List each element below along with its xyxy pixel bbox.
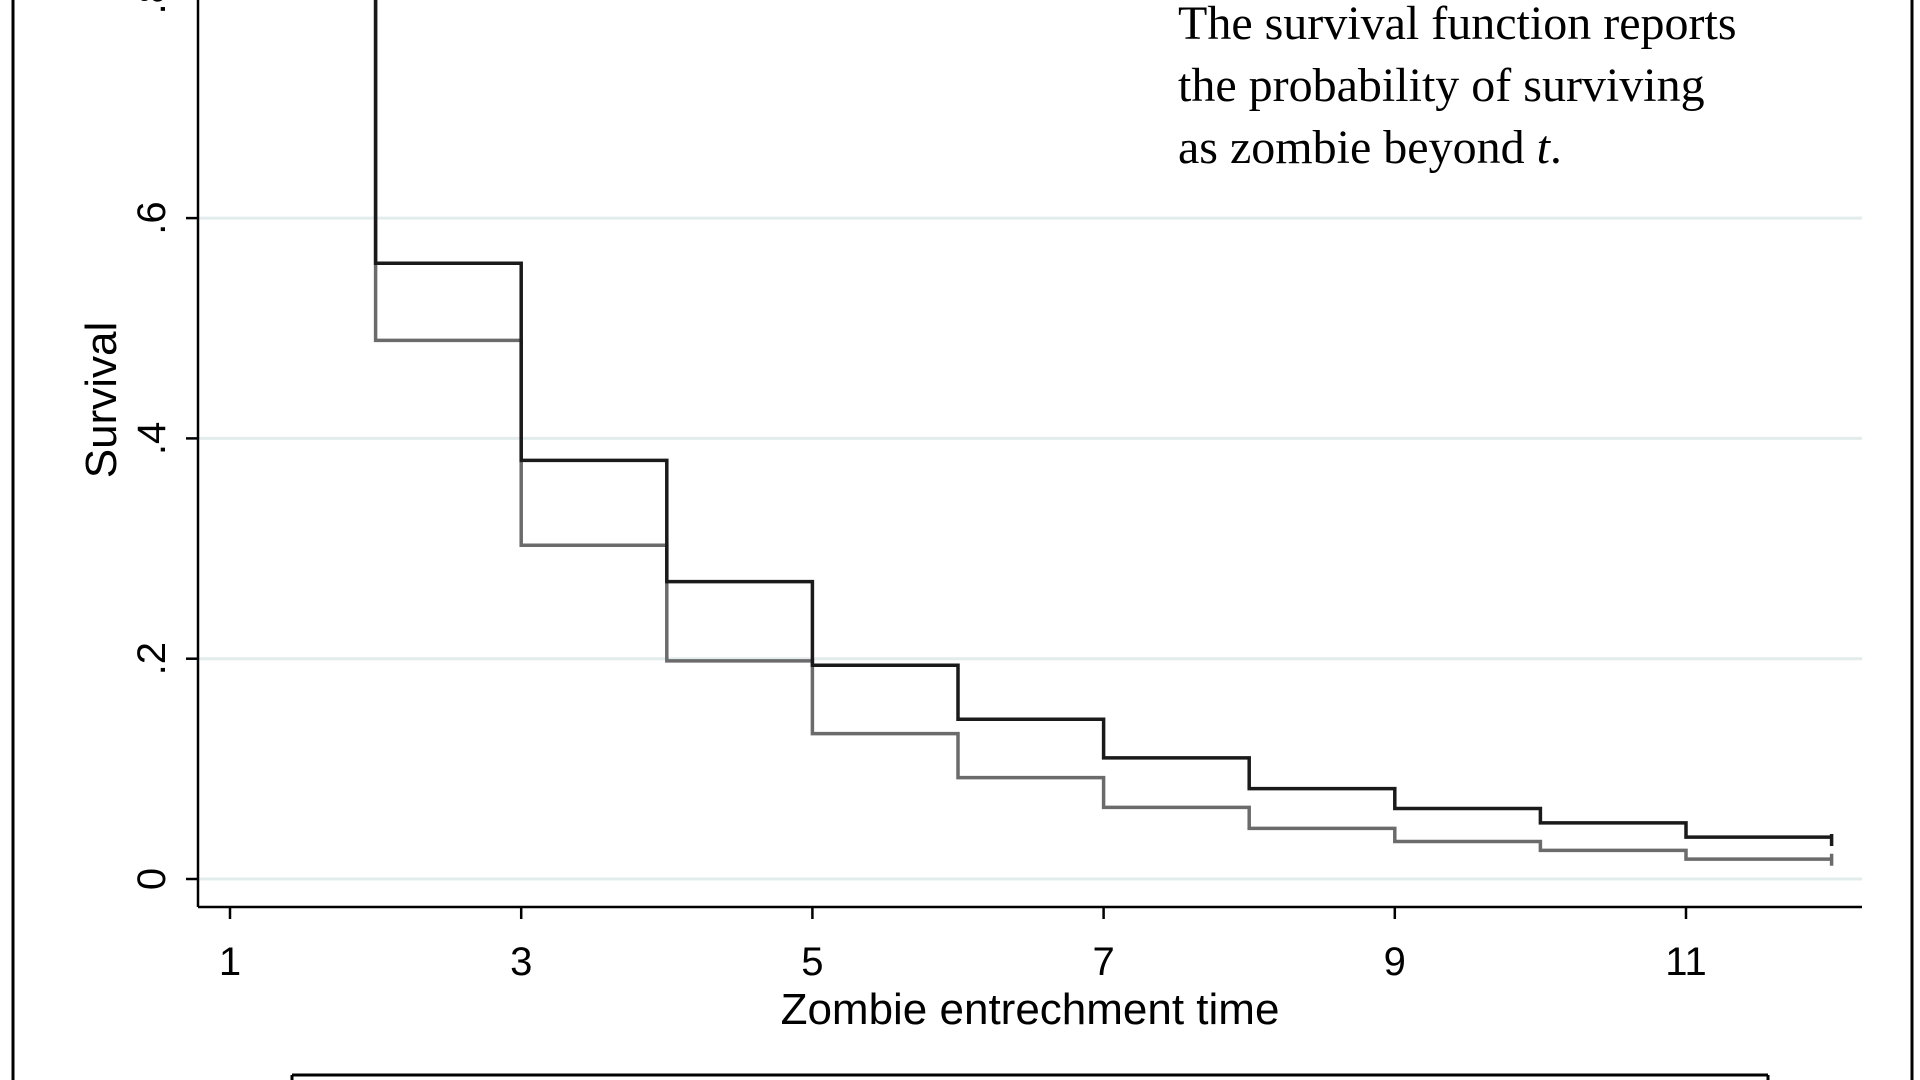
- annotation-line-3: as zombie beyond t.: [1178, 121, 1562, 174]
- x-tick-label: 11: [1665, 940, 1707, 984]
- x-axis-ticks: 1 3 5 7 9 11: [219, 907, 1707, 984]
- annotation-line-2: the probability of surviving: [1178, 59, 1705, 112]
- survival-series-line: [373, 0, 1834, 846]
- gridlines: [198, 216, 1862, 881]
- y-tick-label: 0: [130, 868, 174, 890]
- y-tick-label: .6: [130, 201, 174, 234]
- y-tick-label: .2: [130, 642, 174, 675]
- x-tick-label: 9: [1384, 940, 1406, 984]
- series-group: [373, 0, 1834, 866]
- y-axis-title: Survival: [77, 322, 126, 479]
- annotation-line-3-end: .: [1550, 121, 1562, 174]
- annotation-line-3-text: as zombie beyond: [1178, 121, 1537, 174]
- y-tick-label: .4: [130, 422, 174, 455]
- annotation-line-3-italic: t: [1537, 121, 1552, 174]
- y-axis-ticks: 0 .2 .4 .6 .8: [130, 0, 198, 890]
- annotation-line-1: The survival function reports: [1178, 0, 1737, 50]
- x-tick-label: 1: [219, 940, 241, 984]
- y-tick-label: .8: [130, 0, 174, 14]
- x-tick-label: 7: [1092, 940, 1114, 984]
- x-tick-label: 3: [510, 940, 532, 984]
- survival-series-line: [373, 0, 1834, 866]
- x-axis-title: Zombie entrechment time: [781, 985, 1280, 1034]
- x-tick-label: 5: [801, 940, 823, 984]
